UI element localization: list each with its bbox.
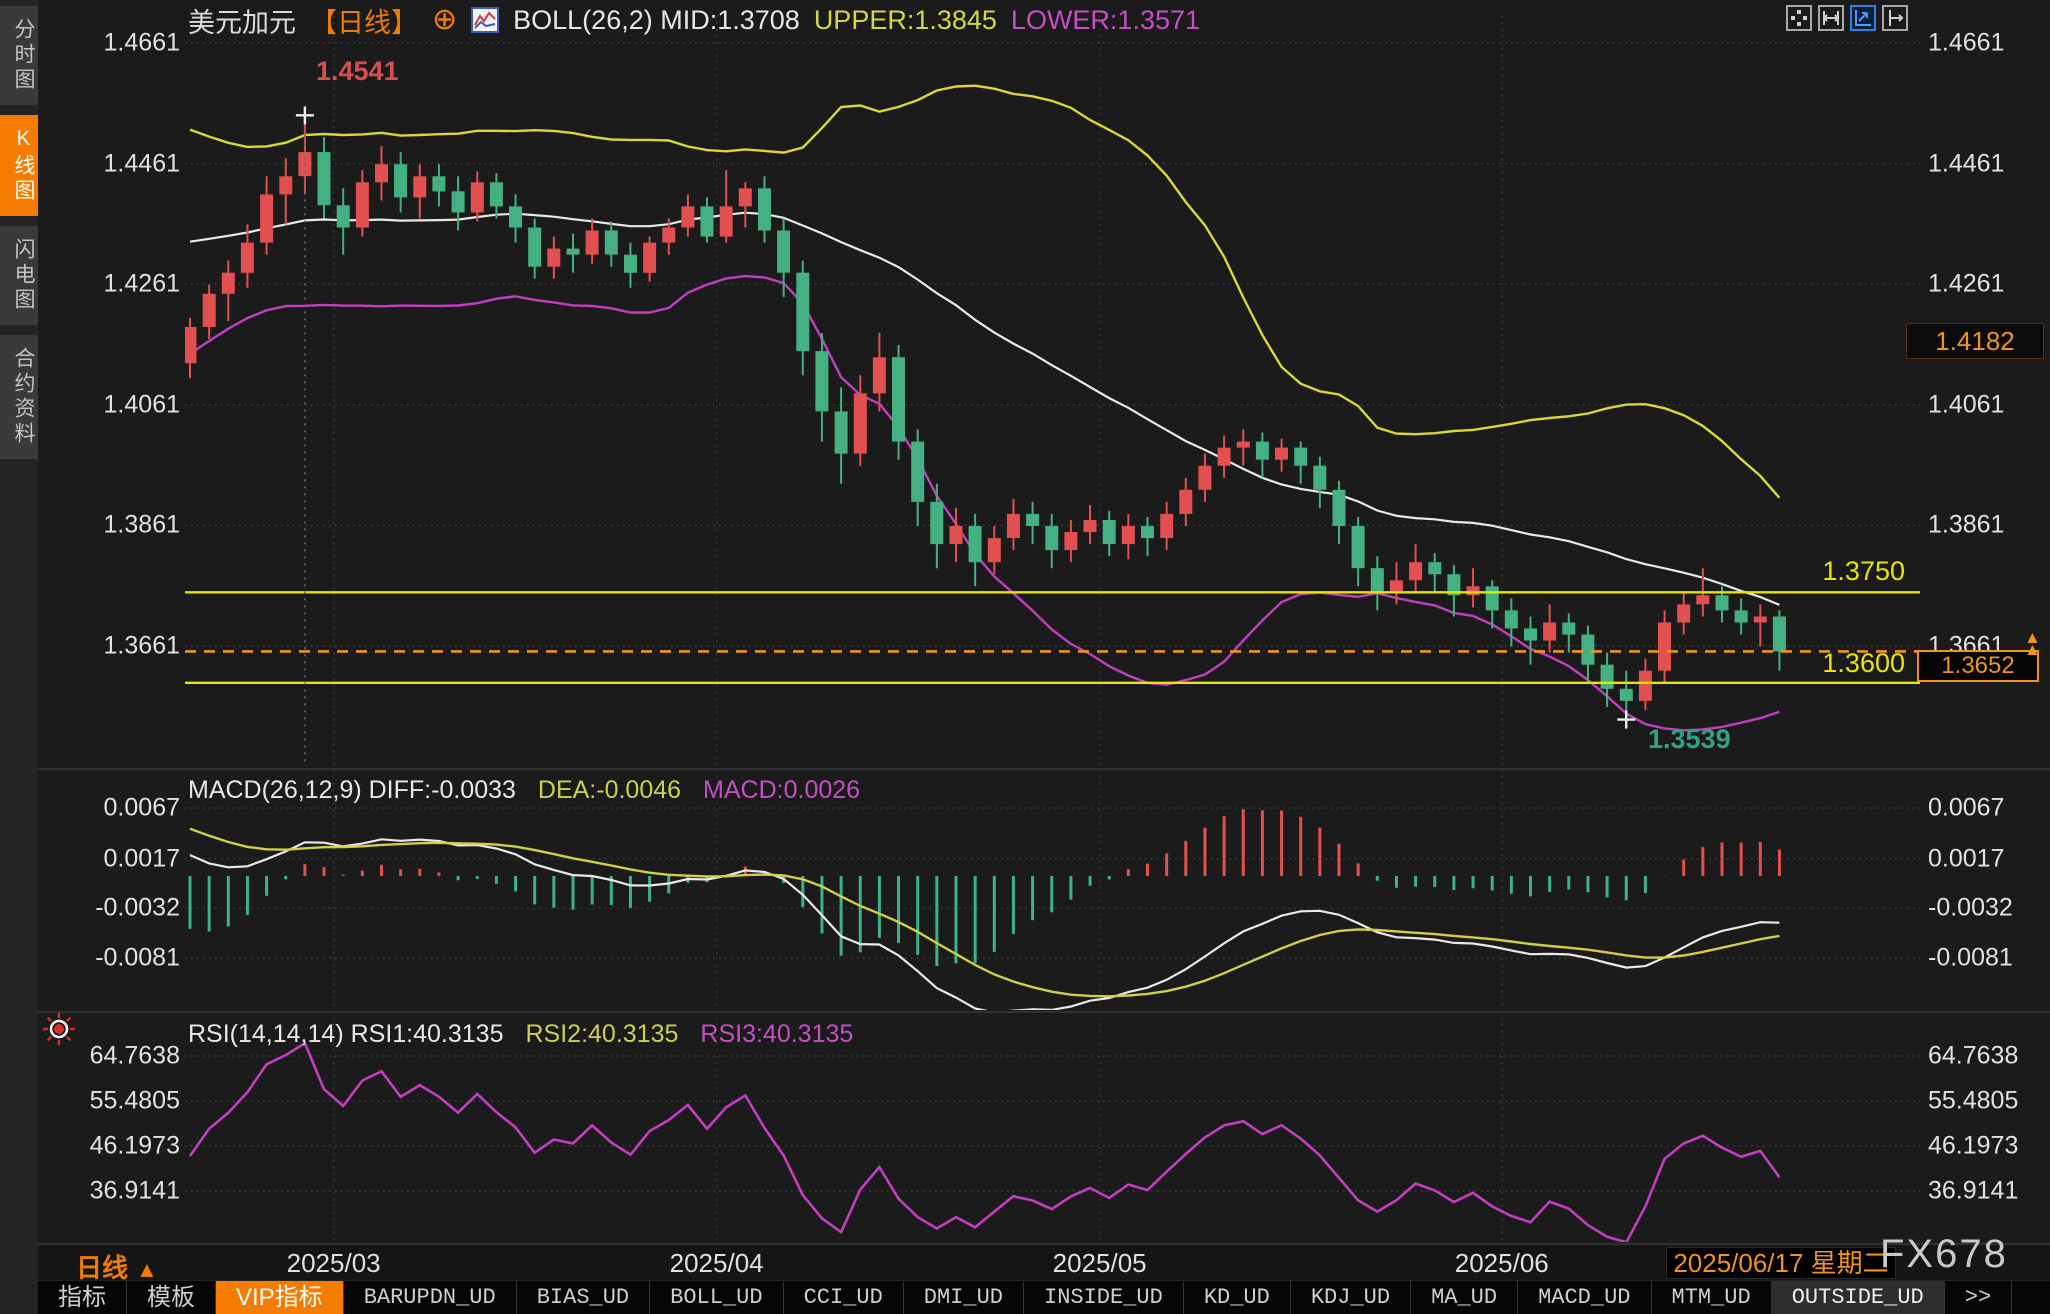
price-up-arrow-icon: ▲ ▲ <box>2024 628 2041 659</box>
boll-label: BOLL(26,2) MID:1.3708 <box>513 4 800 35</box>
current-price-badge: 1.3652 <box>1917 650 2039 682</box>
sidebar-item-contract-info[interactable]: 合约资料 <box>0 335 38 459</box>
watermark: FX678 <box>1880 1232 2008 1276</box>
axis-shift-icon[interactable] <box>1882 5 1908 31</box>
symbol-title: 美元加元 <box>188 7 296 38</box>
y-axis-label: -0.0032 <box>1928 893 2013 922</box>
y-axis-label: 1.4061 <box>103 390 180 419</box>
y-axis-label: 36.9141 <box>89 1176 180 1205</box>
y-axis-label: 1.4061 <box>1928 390 2005 419</box>
y-axis-label: 1.4261 <box>1928 269 2005 298</box>
y-axis-label: 1.4261 <box>103 269 180 298</box>
main-panel <box>185 84 1786 732</box>
y-axis-label: 64.7638 <box>89 1041 180 1070</box>
bottom-tab-指标[interactable]: 指标 <box>38 1281 127 1314</box>
bottom-tab-ma-ud[interactable]: MA_UD <box>1411 1281 1519 1314</box>
bottom-tab-outside-ud[interactable]: OUTSIDE_UD <box>1771 1281 1945 1314</box>
sidebar-item-flash-chart[interactable]: 闪电图 <box>0 226 38 325</box>
y-axis-label: -0.0032 <box>95 893 180 922</box>
macd-macd-label: MACD:0.0026 <box>703 776 861 804</box>
y-axis-label: 0.0067 <box>1928 793 2005 822</box>
chart-thumbnail-icon[interactable] <box>471 7 500 33</box>
swing-high-label: 1.4541 <box>316 56 399 86</box>
indicator-tab-bar: 指标 模板 VIP指标 BARUPDN_UD BIAS_UD BOLL_UD CCI_UD D… <box>38 1280 2050 1314</box>
axis-scale-icon[interactable] <box>1850 5 1876 31</box>
month-tick-label: 2025/06 <box>1454 1248 1549 1278</box>
y-axis-label: 1.4661 <box>103 28 180 57</box>
rsi3-label: RSI3:40.3135 <box>700 1020 854 1048</box>
macd-dea-label: DEA:-0.0046 <box>537 776 682 804</box>
resistance-level-label[interactable]: 1.3750 <box>1822 556 1905 586</box>
y-axis-label: 36.9141 <box>1928 1176 2019 1205</box>
macd-header: MACD(26,12,9) DIFF:-0.0033 DEA:-0.0046 M… <box>188 776 860 805</box>
y-axis-label: 1.3861 <box>103 510 180 539</box>
add-indicator-icon[interactable]: ⊕ <box>432 3 458 36</box>
sidebar-item-time-chart[interactable]: 分时图 <box>0 6 38 105</box>
boll-upper-label: UPPER:1.3845 <box>813 4 997 35</box>
y-axis-label: 1.4461 <box>103 149 180 178</box>
chart-header: 美元加元 【日线】 ⊕ BOLL(26,2) MID:1.3708 UPPER:… <box>188 3 1201 38</box>
crosshair-date-badge: 2025/06/17 星期二 <box>1666 1247 1896 1279</box>
bottom-tab-模板[interactable]: 模板 <box>127 1281 216 1314</box>
period-label: 【日线】 <box>310 7 418 38</box>
y-axis-label: 1.4661 <box>1928 28 2005 57</box>
y-axis-label: 0.0017 <box>103 844 180 873</box>
chart-type-sidebar: 分时图 K线图 闪电图 合约资料 <box>0 0 38 1314</box>
sidebar-item-candle-chart[interactable]: K线图 <box>0 115 38 216</box>
y-axis-label: 1.3861 <box>1928 510 2005 539</box>
bottom-tab-cci-ud[interactable]: CCI_UD <box>784 1281 904 1314</box>
bottom-tab-macd-ud[interactable]: MACD_UD <box>1518 1281 1652 1314</box>
pan-icon[interactable] <box>1786 5 1812 31</box>
month-tick-label: 2025/05 <box>1052 1248 1147 1278</box>
bottom-tab-dmi-ud[interactable]: DMI_UD <box>904 1281 1024 1314</box>
macd-name: MACD(26,12,9) DIFF:-0.0033 <box>188 776 516 804</box>
month-tick-label: 2025/04 <box>669 1248 764 1278</box>
price-chart-svg <box>38 16 2050 1245</box>
bottom-tab-barupdn-ud[interactable]: BARUPDN_UD <box>344 1281 517 1314</box>
timeframe-label[interactable]: 日线 ▲ <box>76 1253 158 1283</box>
y-axis-label: 0.0067 <box>103 793 180 822</box>
rsi2-label: RSI2:40.3135 <box>525 1020 679 1048</box>
boll-lower-label: LOWER:1.3571 <box>1010 4 1201 35</box>
y-axis-label: 55.4805 <box>1928 1086 2019 1115</box>
bottom-tab-vip指标[interactable]: VIP指标 <box>216 1281 344 1314</box>
bottom-tab-more[interactable]: >> <box>1945 1281 2013 1314</box>
month-tick-label: 2025/03 <box>286 1248 381 1278</box>
y-axis-label: 64.7638 <box>1928 1041 2019 1070</box>
fit-range-icon[interactable] <box>1818 5 1844 31</box>
bottom-tab-kdj-ud[interactable]: KDJ_UD <box>1291 1281 1412 1314</box>
period-up-arrow-icon: ▲ <box>136 1257 158 1282</box>
y-axis-label: 1.4461 <box>1928 149 2005 178</box>
rsi-name: RSI(14,14,14) RSI1:40.3135 <box>188 1020 504 1048</box>
y-axis-label: 46.1973 <box>89 1131 180 1160</box>
bottom-tab-bias-ud[interactable]: BIAS_UD <box>517 1281 651 1314</box>
y-axis-label: 55.4805 <box>89 1086 180 1115</box>
y-axis-label: 0.0017 <box>1928 844 2005 873</box>
rsi-header: RSI(14,14,14) RSI1:40.3135 RSI2:40.3135 … <box>188 1020 853 1049</box>
chart-canvas <box>38 16 2050 1245</box>
y-axis-label: 1.3661 <box>103 631 180 660</box>
support-level-label[interactable]: 1.3600 <box>1822 648 1905 678</box>
bottom-tab-inside-ud[interactable]: INSIDE_UD <box>1024 1281 1184 1314</box>
chart-toolbar <box>1786 5 1908 31</box>
swing-low-label: 1.3539 <box>1648 724 1731 754</box>
bottom-tab-boll-ud[interactable]: BOLL_UD <box>650 1281 784 1314</box>
live-indicator-icon <box>43 1013 75 1045</box>
rsi-panel <box>188 1041 1781 1242</box>
y-axis-label: -0.0081 <box>1928 943 2013 972</box>
macd-panel <box>188 809 1781 1010</box>
price-alert-badge[interactable]: 1.4182 <box>1906 323 2044 359</box>
y-axis-label: 46.1973 <box>1928 1131 2019 1160</box>
bottom-tab-mtm-ud[interactable]: MTM_UD <box>1652 1281 1772 1314</box>
y-axis-label: -0.0081 <box>95 943 180 972</box>
bottom-tab-kd-ud[interactable]: KD_UD <box>1184 1281 1291 1314</box>
time-axis-row: 日线 ▲ 2025/03 2025/04 2025/05 2025/06 2025/06… <box>38 1232 2050 1283</box>
